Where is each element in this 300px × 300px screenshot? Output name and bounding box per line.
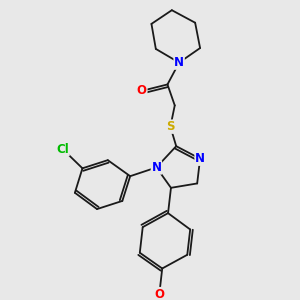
Text: N: N: [174, 56, 184, 69]
Text: N: N: [152, 161, 161, 174]
Text: Cl: Cl: [56, 142, 69, 156]
Text: N: N: [195, 152, 205, 165]
Text: O: O: [154, 288, 164, 300]
Text: S: S: [166, 120, 175, 133]
Text: O: O: [137, 84, 147, 98]
